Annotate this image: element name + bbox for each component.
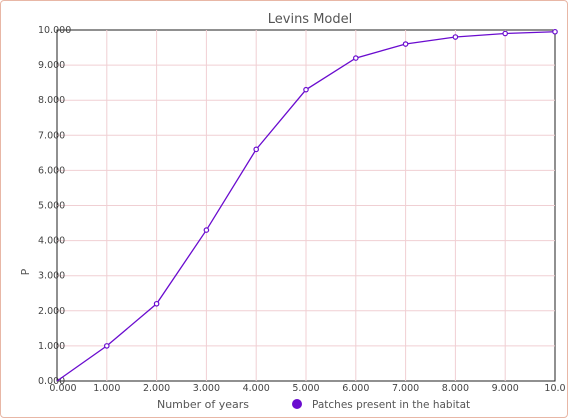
grid-lines: [57, 30, 555, 381]
y-tick-label: 6.000: [38, 165, 65, 176]
y-tick-label: 2.000: [38, 306, 65, 317]
data-point: [303, 86, 309, 93]
data-point: [402, 41, 409, 47]
x-tick-label: 9.000: [492, 383, 519, 394]
data-point: [352, 55, 359, 61]
x-tick-label: 1.000: [93, 383, 120, 394]
y-tick-label: 3.000: [38, 271, 65, 282]
y-tick-label: 1.000: [38, 341, 65, 352]
chart-title: Levins Model: [268, 12, 353, 27]
x-tick-label: 5.000: [292, 383, 319, 394]
x-axis-label: Number of years: [157, 398, 249, 411]
data-point: [153, 300, 160, 307]
x-tick-label: 10.0: [544, 383, 565, 394]
y-tick-label: 5.000: [38, 201, 65, 212]
data-point: [452, 34, 459, 40]
data-point: [502, 30, 509, 37]
x-tick-label: 0.000: [49, 383, 76, 394]
x-tick-label: 2.000: [143, 383, 170, 394]
y-tick-label: 4.000: [38, 236, 65, 247]
y-axis-label: P: [19, 268, 32, 275]
legend: Patches present in the habitat: [292, 399, 470, 411]
data-point: [203, 227, 210, 233]
data-point: [253, 146, 260, 153]
data-point: [552, 28, 558, 35]
x-tick-label: 3.000: [193, 383, 220, 394]
legend-label: Patches present in the habitat: [312, 399, 470, 411]
legend-swatch: [292, 399, 302, 409]
x-tick-label: 7.000: [392, 383, 419, 394]
x-tick-label: 4.000: [243, 383, 270, 394]
y-tick-label: 10.000: [38, 25, 71, 36]
y-tick-label: 0.000: [38, 376, 65, 387]
x-tick-label: 8.000: [442, 383, 469, 394]
data-point: [104, 343, 110, 349]
y-tick-label: 8.000: [38, 95, 65, 106]
y-tick-label: 9.000: [38, 60, 65, 71]
y-tick-label: 7.000: [38, 130, 65, 141]
tick-labels: 0.000 1.000 2.000 3.000 4.000 5.000 6.000 7.000…: [38, 25, 566, 394]
series-layer: [56, 28, 558, 382]
x-tick-label: 6.000: [342, 383, 369, 394]
